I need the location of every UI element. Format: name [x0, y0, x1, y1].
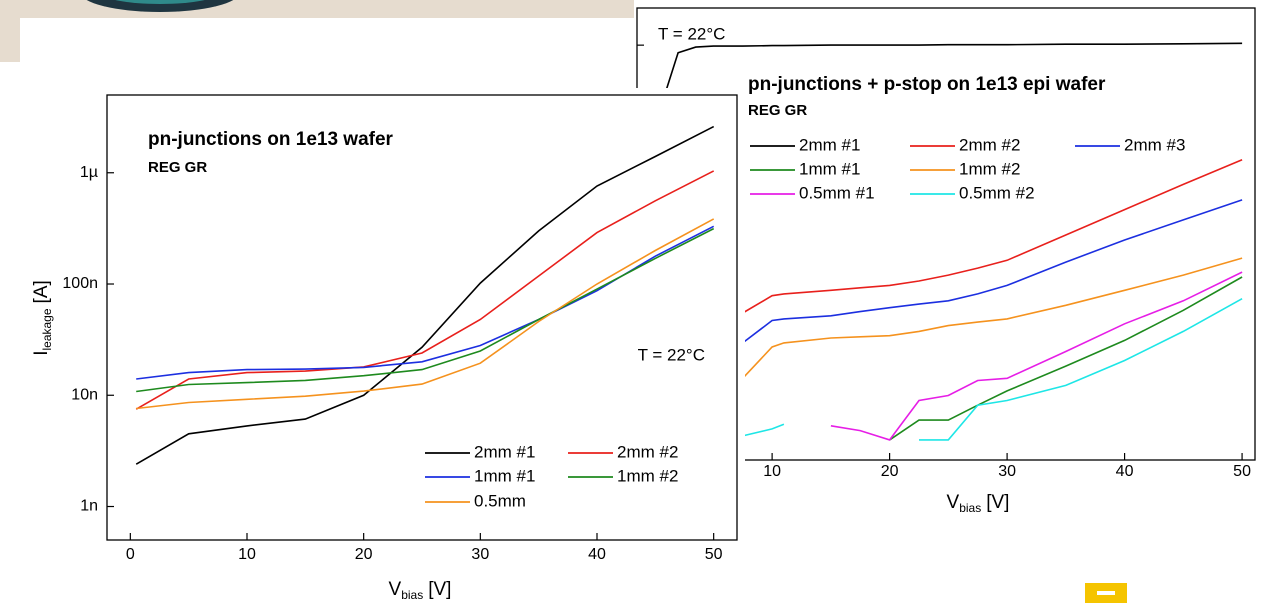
legend-label: 1mm #1	[474, 466, 535, 485]
chart-title: pn-junctions + p-stop on 1e13 epi wafer	[748, 74, 1106, 95]
legend-label: 1mm #2	[617, 466, 678, 485]
series-group	[665, 42, 1243, 441]
legend-label: 2mm #2	[617, 442, 678, 461]
series-line	[135, 170, 715, 410]
series-line	[135, 125, 715, 465]
series-group	[135, 125, 715, 465]
y-tick-label: 100n	[62, 275, 98, 292]
x-tick-label: 0	[126, 546, 135, 563]
y-tick-label: 10n	[71, 386, 98, 403]
axis-label-sub: bias	[959, 501, 981, 515]
x-label: Vbias [V]	[389, 579, 452, 602]
legend-label: 0.5mm #1	[799, 183, 875, 202]
axis-label-main: V	[389, 579, 402, 600]
chart-title: pn-junctions on 1e13 wafer	[148, 129, 394, 150]
axis-label-main: V	[947, 492, 960, 513]
x-tick-label: 20	[881, 463, 899, 480]
x-tick-label: 30	[471, 546, 489, 563]
logo-icon	[1097, 591, 1115, 595]
chart-front: 0 10 20 30 40 50 1n 10n 100n 1µ 2mm #1 2mm #2 1mm #1…	[20, 18, 745, 603]
legend-label: 1mm #1	[799, 159, 860, 178]
series-line	[742, 158, 1243, 314]
series-line	[665, 42, 1243, 90]
axis-label-sub: bias	[401, 588, 423, 602]
x-tick-label: 30	[998, 463, 1016, 480]
x-tick-label: 40	[588, 546, 606, 563]
y-tick-label: 1µ	[80, 164, 98, 181]
wafer-photo	[86, 0, 234, 12]
x-tick-label: 20	[355, 546, 373, 563]
series-line	[136, 227, 715, 393]
x-tick-label: 50	[705, 546, 723, 563]
axis-label-unit: [V]	[428, 579, 451, 600]
legend-label: 2mm #1	[799, 135, 860, 154]
series-line	[742, 199, 1243, 344]
photo-strip	[0, 20, 22, 62]
plot-frame	[106, 94, 738, 541]
series-line	[742, 298, 1243, 441]
series-line	[889, 276, 1243, 441]
chart-panel	[20, 18, 745, 603]
legend-label: 0.5mm	[474, 491, 526, 510]
x-tick-label: 50	[1233, 463, 1251, 480]
x-tick-label: 10	[763, 463, 781, 480]
legend-label: 2mm #2	[959, 135, 1020, 154]
legend-label: 1mm #2	[959, 159, 1020, 178]
axis-label-main: I	[31, 351, 52, 356]
chart-subtitle: REG GR	[148, 159, 207, 176]
legend-label: 2mm #3	[1124, 135, 1185, 154]
y-tick-label: 1n	[80, 498, 98, 515]
axis-label-unit: [A]	[31, 280, 52, 303]
axis-label-sub: leakage	[40, 308, 54, 350]
series-line	[742, 257, 1243, 379]
x-tick-label: 10	[238, 546, 256, 563]
chart-subtitle: REG GR	[748, 102, 807, 119]
x-tick-label: 40	[1116, 463, 1134, 480]
wafer-photo	[115, 0, 205, 4]
y-label: Ileakage [A]	[31, 280, 54, 356]
series-line	[136, 218, 715, 410]
axis-label-unit: [V]	[986, 492, 1009, 513]
x-label: Vbias [V]	[947, 492, 1010, 515]
series-line	[830, 271, 1243, 441]
annotation: T = 22°C	[638, 345, 705, 364]
annotation: T = 22°C	[658, 24, 725, 43]
legend-label: 0.5mm #2	[959, 183, 1035, 202]
legend-label: 2mm #1	[474, 442, 535, 461]
